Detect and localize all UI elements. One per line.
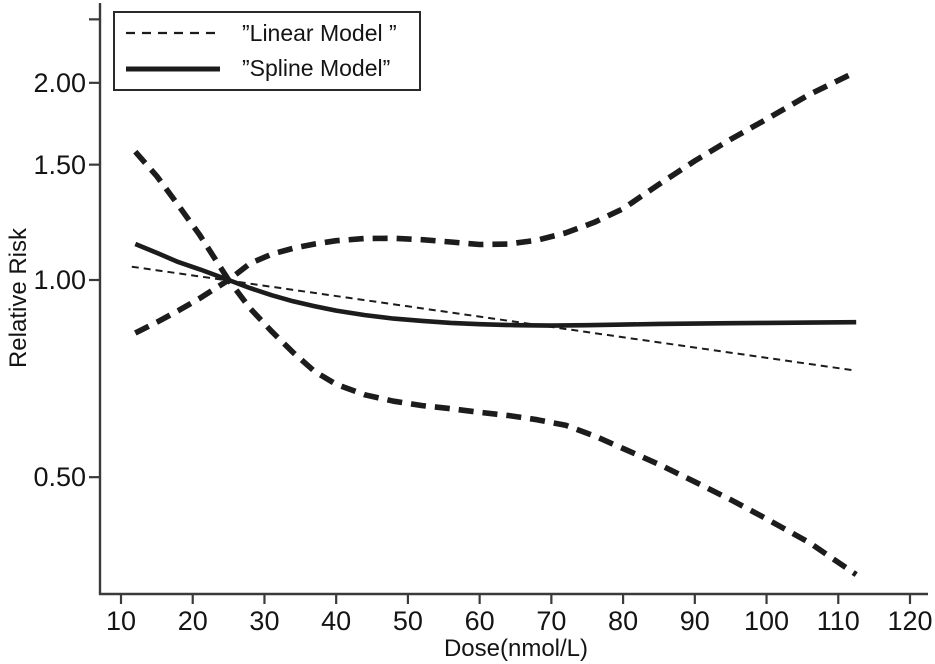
x-tick-label: 40 bbox=[321, 606, 352, 636]
legend-item-linear-model: ”Linear Model ” bbox=[126, 18, 419, 49]
series-lower-95-ci bbox=[134, 277, 858, 577]
legend-label-spline-model: ”Spline Model” bbox=[242, 55, 391, 82]
legend: ”Linear Model ” ”Spline Model” bbox=[113, 11, 421, 91]
y-tick-label: 1.50 bbox=[33, 149, 86, 180]
x-tick-label: 110 bbox=[816, 606, 860, 636]
x-axis-title: Dose(nmol/L) bbox=[443, 635, 589, 662]
legend-label-linear-model: ”Linear Model ” bbox=[242, 19, 397, 46]
y-tick-label: 2.00 bbox=[33, 67, 86, 98]
x-tick-label: 70 bbox=[536, 606, 567, 636]
x-tick-label: 90 bbox=[679, 606, 710, 636]
x-tick-label: 20 bbox=[177, 606, 208, 636]
series-spline-model bbox=[134, 241, 857, 328]
y-axis-title: Relative Risk bbox=[5, 227, 32, 369]
x-tick-label: 100 bbox=[744, 606, 790, 636]
x-tick-label: 60 bbox=[464, 606, 495, 636]
y-tick-label: 0.50 bbox=[33, 462, 86, 493]
x-tick-label: 30 bbox=[249, 606, 280, 636]
series-linear-model bbox=[131, 265, 857, 372]
spline-model-line-sample-icon bbox=[126, 66, 220, 72]
x-tick-label: 80 bbox=[608, 606, 639, 636]
x-tick-label: 120 bbox=[887, 606, 933, 636]
y-tick-label: 1.00 bbox=[33, 265, 86, 295]
x-tick-label: 10 bbox=[105, 606, 137, 636]
series-upper-95-ci bbox=[133, 69, 858, 283]
linear-model-line-sample-icon bbox=[126, 32, 220, 35]
legend-item-spline-model: ”Spline Model” bbox=[126, 53, 419, 84]
x-tick-label: 50 bbox=[392, 606, 423, 636]
